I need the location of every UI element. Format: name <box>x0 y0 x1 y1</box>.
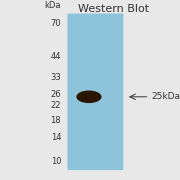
Text: 10: 10 <box>51 157 61 166</box>
Text: 70: 70 <box>51 19 61 28</box>
Text: kDa: kDa <box>45 1 61 10</box>
Text: 18: 18 <box>51 116 61 125</box>
Text: 22: 22 <box>51 101 61 110</box>
Text: 14: 14 <box>51 133 61 142</box>
Text: 44: 44 <box>51 52 61 61</box>
Ellipse shape <box>76 91 102 103</box>
Text: 33: 33 <box>50 73 61 82</box>
Text: 25kDa: 25kDa <box>151 92 180 101</box>
Text: 26: 26 <box>51 89 61 98</box>
Text: Western Blot: Western Blot <box>78 4 149 15</box>
FancyBboxPatch shape <box>68 14 123 170</box>
